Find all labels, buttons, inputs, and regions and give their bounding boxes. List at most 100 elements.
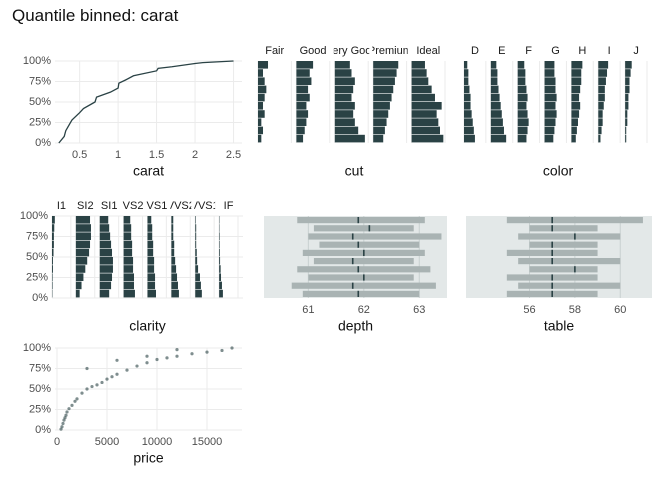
- point: [145, 361, 149, 365]
- bar: [334, 102, 355, 110]
- strip-label: VS2: [123, 200, 144, 212]
- bar: [625, 61, 632, 69]
- bar: [373, 118, 387, 126]
- strip-label: VS1: [147, 200, 168, 212]
- bar: [258, 85, 267, 94]
- bar: [75, 289, 80, 298]
- strip-label: Good: [300, 45, 327, 57]
- bar: [258, 93, 265, 102]
- bar: [517, 77, 526, 85]
- strip-label: F: [525, 45, 532, 57]
- bar: [171, 216, 174, 224]
- y-tick-label: 25%: [26, 271, 48, 283]
- x-tick-label: 62: [358, 304, 370, 316]
- x-tick-label: 1.5: [149, 149, 164, 161]
- bar: [123, 289, 135, 298]
- bar: [75, 216, 91, 224]
- bar: [195, 240, 197, 249]
- bar: [598, 118, 603, 126]
- bar: [99, 289, 110, 298]
- point: [80, 391, 84, 395]
- median-mark: [363, 249, 365, 256]
- bar: [625, 110, 628, 118]
- bar: [75, 240, 91, 249]
- bar: [571, 134, 576, 143]
- bar: [598, 77, 606, 85]
- bar: [75, 224, 91, 232]
- point: [90, 384, 94, 389]
- median-mark: [551, 217, 553, 224]
- median-mark: [551, 241, 553, 248]
- panel: 0% 25% 50% 75% 100% 0 5000 10000 15000 price: [23, 342, 242, 466]
- y-tick-label: 25%: [29, 116, 51, 128]
- point: [175, 348, 179, 352]
- strip-label: Ideal: [416, 45, 440, 57]
- median-mark: [574, 266, 576, 273]
- bar: [544, 85, 556, 94]
- y-tick-label: 0%: [35, 424, 51, 436]
- point: [70, 403, 74, 407]
- y-tick-label: 100%: [23, 342, 51, 354]
- bar: [625, 69, 631, 77]
- bar: [464, 102, 471, 110]
- bar: [147, 232, 153, 240]
- bar: [296, 77, 312, 85]
- x-tick-label: 61: [302, 304, 314, 316]
- bar: [411, 126, 440, 135]
- bar: [195, 257, 198, 265]
- y-tick-label: 25%: [29, 403, 51, 415]
- median-mark: [368, 225, 371, 232]
- bar: [195, 289, 202, 298]
- bar: [571, 69, 582, 77]
- bar: [490, 61, 497, 69]
- strip-label: I: [608, 45, 611, 57]
- x-axis-label: cut: [345, 163, 364, 179]
- bar: [296, 69, 310, 77]
- bar: [411, 118, 439, 126]
- x-tick-label: 2: [192, 149, 198, 161]
- bar: [195, 224, 197, 232]
- bar: [147, 240, 154, 249]
- bar: [258, 69, 264, 77]
- point: [85, 366, 89, 371]
- bar: [219, 265, 221, 273]
- point: [105, 377, 109, 381]
- bar: [334, 93, 352, 102]
- bar: [296, 118, 307, 126]
- range-bar: [319, 241, 420, 248]
- bar: [598, 69, 608, 77]
- bar: [411, 134, 444, 143]
- bar: [296, 93, 310, 102]
- bar: [464, 110, 472, 118]
- bar: [195, 216, 196, 224]
- bar: [490, 77, 498, 85]
- x-tick-label: 0.5: [72, 149, 87, 161]
- y-tick-label: 0%: [35, 137, 51, 149]
- range-bar: [297, 266, 431, 273]
- median-mark: [351, 233, 354, 240]
- strip-label: VVS2: [167, 200, 195, 212]
- bar: [625, 93, 629, 102]
- bar: [219, 232, 220, 240]
- bar: [147, 273, 156, 281]
- bar: [490, 69, 498, 77]
- bar: [52, 240, 54, 249]
- bar: [544, 134, 554, 143]
- point: [145, 354, 149, 358]
- bar: [464, 93, 471, 102]
- bar: [99, 240, 112, 249]
- range-bar: [308, 274, 414, 281]
- bar: [147, 216, 152, 224]
- x-axis-label: color: [543, 163, 574, 179]
- median-mark: [357, 241, 360, 248]
- bar: [147, 248, 154, 257]
- bar: [598, 85, 605, 94]
- ecdf-line: [58, 60, 234, 144]
- bar: [123, 232, 132, 240]
- bar: [598, 134, 601, 143]
- bar: [219, 281, 222, 290]
- range-bar: [302, 290, 420, 297]
- point: [65, 410, 69, 414]
- bar: [123, 265, 134, 273]
